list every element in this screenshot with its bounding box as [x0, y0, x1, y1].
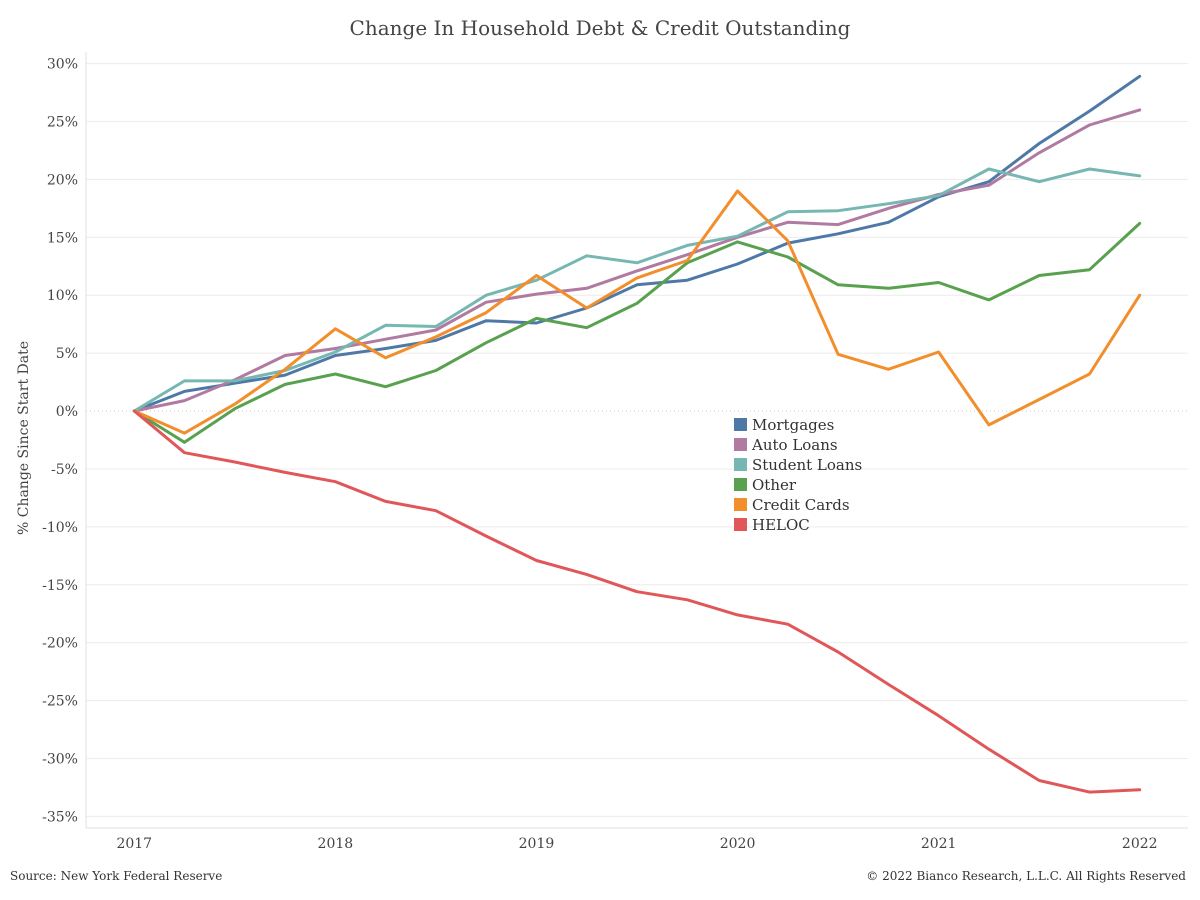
legend-swatch-auto-loans: [734, 438, 747, 451]
y-tick-label: -35%: [42, 809, 78, 825]
x-tick-label: 2019: [519, 836, 555, 852]
y-tick-label: -30%: [42, 752, 78, 768]
y-tick-label: -15%: [42, 578, 78, 594]
x-tick-label: 2017: [116, 836, 152, 852]
source-note: Source: New York Federal Reserve: [10, 869, 223, 883]
chart-title: Change In Household Debt & Credit Outsta…: [349, 16, 851, 40]
copyright-note: © 2022 Bianco Research, L.L.C. All Right…: [866, 869, 1186, 883]
x-tick-label: 2022: [1122, 836, 1158, 852]
series-line-other: [132, 221, 1142, 444]
y-tick-label: -5%: [51, 462, 78, 478]
y-tick-label: -20%: [42, 636, 78, 652]
legend-label-auto-loans: Auto Loans: [751, 436, 838, 454]
y-tick-label: 15%: [47, 230, 78, 246]
y-tick-label: -10%: [42, 520, 78, 536]
y-tick-label: -25%: [42, 694, 78, 710]
series-line-auto-loans: [132, 108, 1142, 413]
y-tick-label: 25%: [47, 114, 78, 130]
x-tick-label: 2020: [720, 836, 756, 852]
y-tick-label: 10%: [47, 288, 78, 304]
y-axis-title: % Change Since Start Date: [16, 341, 32, 535]
y-tick-label: 5%: [56, 346, 78, 362]
legend-label-mortgages: Mortgages: [752, 416, 834, 434]
x-tick-label: 2021: [921, 836, 957, 852]
legend-swatch-other: [734, 478, 747, 491]
y-tick-label: 30%: [47, 57, 78, 73]
series-line-student-loans: [132, 167, 1142, 413]
y-tick-label: 20%: [47, 172, 78, 188]
legend-swatch-student-loans: [734, 458, 747, 471]
series-line-heloc: [132, 409, 1142, 794]
y-tick-label: 0%: [56, 404, 78, 420]
series-line-credit-cards: [132, 189, 1142, 435]
legend-label-heloc: HELOC: [752, 516, 810, 534]
legend-label-other: Other: [752, 476, 797, 494]
legend-label-credit-cards: Credit Cards: [752, 496, 850, 514]
series-line-mortgages: [132, 74, 1142, 413]
legend-swatch-credit-cards: [734, 498, 747, 511]
x-tick-label: 2018: [318, 836, 354, 852]
legend-swatch-mortgages: [734, 418, 747, 431]
legend-label-student-loans: Student Loans: [752, 456, 862, 474]
legend-swatch-heloc: [734, 518, 747, 531]
